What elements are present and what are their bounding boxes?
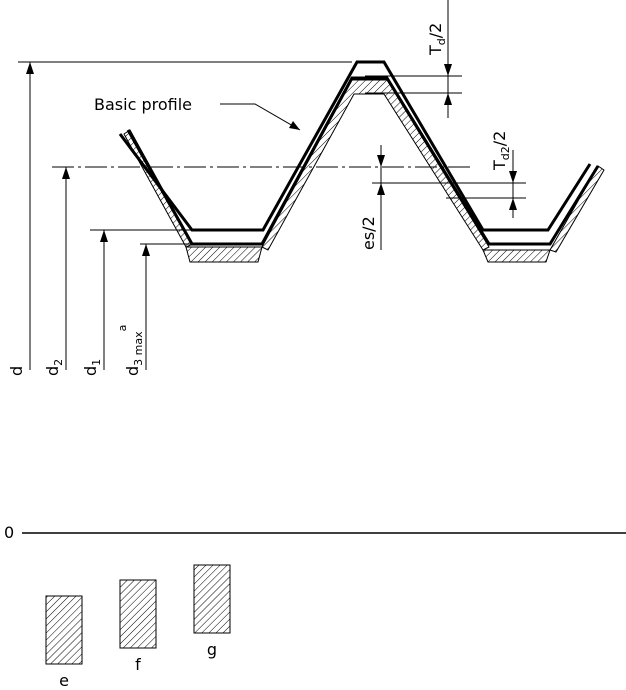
tolerance-positions: 0 e f g <box>4 523 626 690</box>
d-label: d <box>7 366 26 376</box>
dimension-lines <box>18 0 526 370</box>
max-material-profile-line <box>126 76 600 246</box>
zone-f <box>119 579 157 649</box>
tolerance-hatch-right-root <box>482 249 551 263</box>
zone-e-label: e <box>59 671 69 690</box>
tolerance-hatch-left-root <box>185 246 263 263</box>
zone-g <box>193 564 231 634</box>
d1-label: d1 <box>81 359 103 376</box>
td2-half-label: Td2/2 <box>490 131 512 171</box>
basic-profile-line <box>118 60 592 232</box>
zone-g-label: g <box>207 640 217 659</box>
zone-f-label: f <box>135 655 141 674</box>
d2-label: d2 <box>43 359 65 376</box>
thread-profile <box>118 60 605 263</box>
td-half-label: Td/2 <box>426 23 448 56</box>
tolerance-hatch-right-flank <box>549 165 605 253</box>
d3max-label: d3 maxa <box>116 325 145 376</box>
zone-e <box>45 595 83 665</box>
basic-profile-label: Basic profile <box>94 95 192 114</box>
dimension-labels: Basic profile Td/2 Td2/2 es/2 d d2 d1 d3… <box>7 23 512 376</box>
zero-line-label: 0 <box>4 523 14 542</box>
es-half-label: es/2 <box>359 216 378 250</box>
